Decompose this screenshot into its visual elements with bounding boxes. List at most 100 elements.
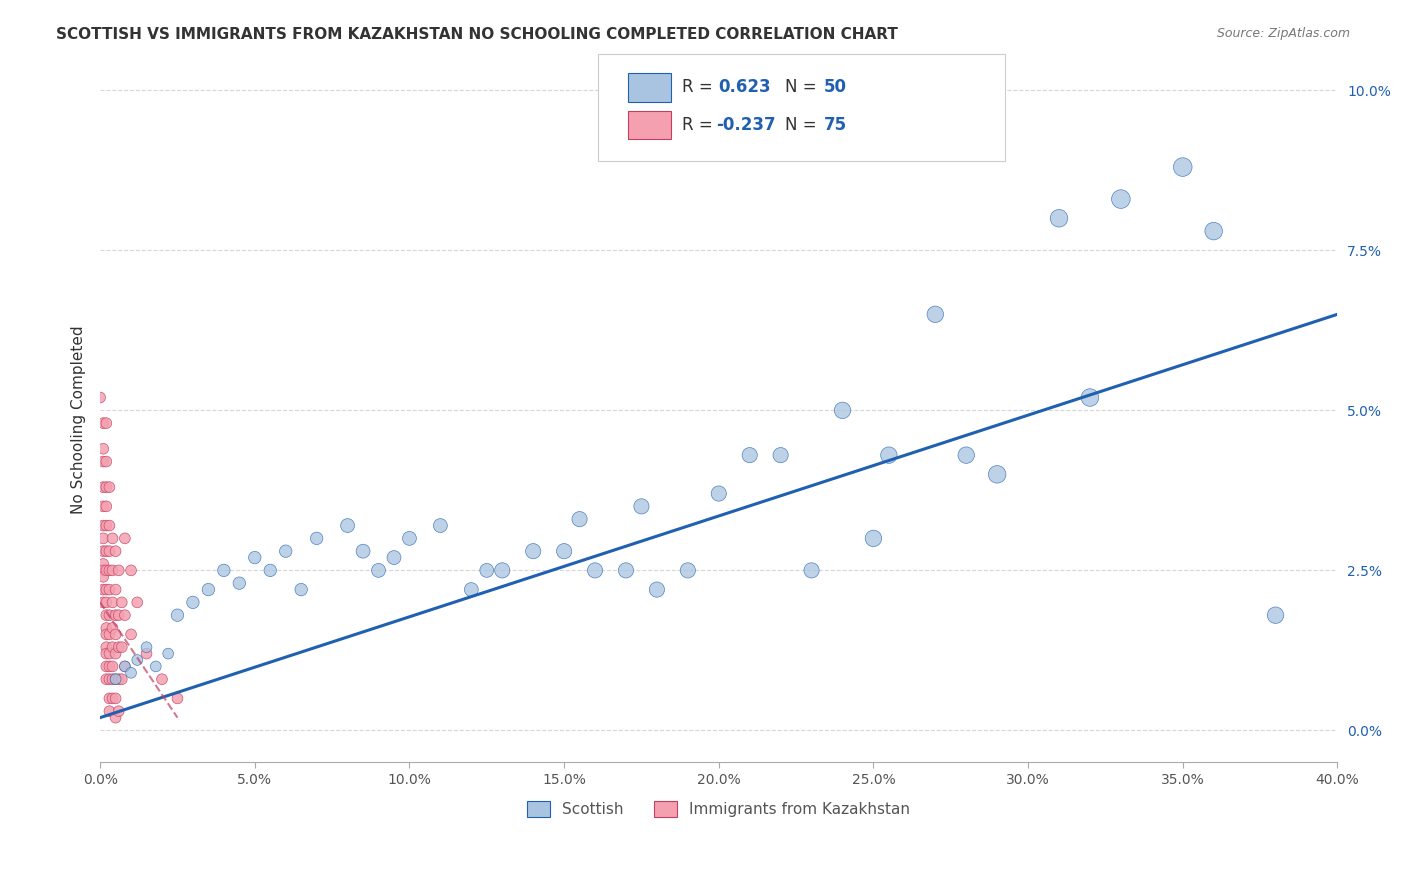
Point [96,672,118,686]
Point [104,647,127,661]
Text: R =: R = [682,78,718,96]
Point [96,480,118,494]
Point [101,595,124,609]
Point [243,550,266,565]
Point [96,659,118,673]
Point [127,595,149,609]
Point [91,582,114,597]
Point [583,563,606,577]
Point [98,480,121,494]
Point [127,653,149,667]
Point [1047,211,1070,226]
Point [429,518,451,533]
Point [166,691,188,706]
Point [120,563,142,577]
Point [96,627,118,641]
Point [98,691,121,706]
Point [924,307,946,321]
Point [91,544,114,558]
Point [336,518,359,533]
Point [274,544,297,558]
Point [96,608,118,623]
Point [986,467,1008,482]
Point [91,557,114,571]
Point [398,532,420,546]
Point [120,627,142,641]
Point [114,659,136,673]
Point [96,647,118,661]
Point [352,544,374,558]
Point [104,627,127,641]
Point [114,608,136,623]
Point [98,704,121,718]
Point [197,582,219,597]
Point [157,647,180,661]
Point [630,500,652,514]
Point [645,582,668,597]
Point [305,532,328,546]
Point [877,448,900,462]
Point [1078,391,1101,405]
Point [367,563,389,577]
Point [212,563,235,577]
Point [676,563,699,577]
Point [228,576,250,591]
Text: 75: 75 [824,116,846,134]
Point [98,608,121,623]
Text: -0.237: -0.237 [716,116,775,134]
Point [98,582,121,597]
Point [91,500,114,514]
Point [955,448,977,462]
Text: 0.623: 0.623 [718,78,770,96]
Point [96,500,118,514]
Point [769,448,792,462]
Point [96,621,118,635]
Point [104,691,127,706]
Point [114,532,136,546]
Point [91,532,114,546]
Point [107,563,129,577]
Legend: Scottish, Immigrants from Kazakhstan: Scottish, Immigrants from Kazakhstan [522,795,917,823]
Point [96,563,118,577]
Point [96,640,118,655]
Point [111,595,134,609]
Text: 50: 50 [824,78,846,96]
Point [89,391,111,405]
Point [98,544,121,558]
Point [104,672,127,686]
Point [96,582,118,597]
Point [96,544,118,558]
Point [96,518,118,533]
Text: SCOTTISH VS IMMIGRANTS FROM KAZAKHSTAN NO SCHOOLING COMPLETED CORRELATION CHART: SCOTTISH VS IMMIGRANTS FROM KAZAKHSTAN N… [56,27,898,42]
Point [101,659,124,673]
Point [107,608,129,623]
Point [91,563,114,577]
Point [91,480,114,494]
Point [259,563,281,577]
Point [101,621,124,635]
Point [181,595,204,609]
Point [98,672,121,686]
Point [491,563,513,577]
Point [707,486,730,500]
Point [107,704,129,718]
Point [145,659,167,673]
Point [104,582,127,597]
Point [107,640,129,655]
Point [101,672,124,686]
Point [135,647,157,661]
Point [91,518,114,533]
Point [98,563,121,577]
Point [800,563,823,577]
Point [1202,224,1225,238]
Point [522,544,544,558]
Point [111,672,134,686]
Point [96,416,118,430]
Point [831,403,853,417]
Text: N =: N = [785,78,821,96]
Point [104,608,127,623]
Point [98,647,121,661]
Point [101,563,124,577]
Point [98,659,121,673]
Point [91,595,114,609]
